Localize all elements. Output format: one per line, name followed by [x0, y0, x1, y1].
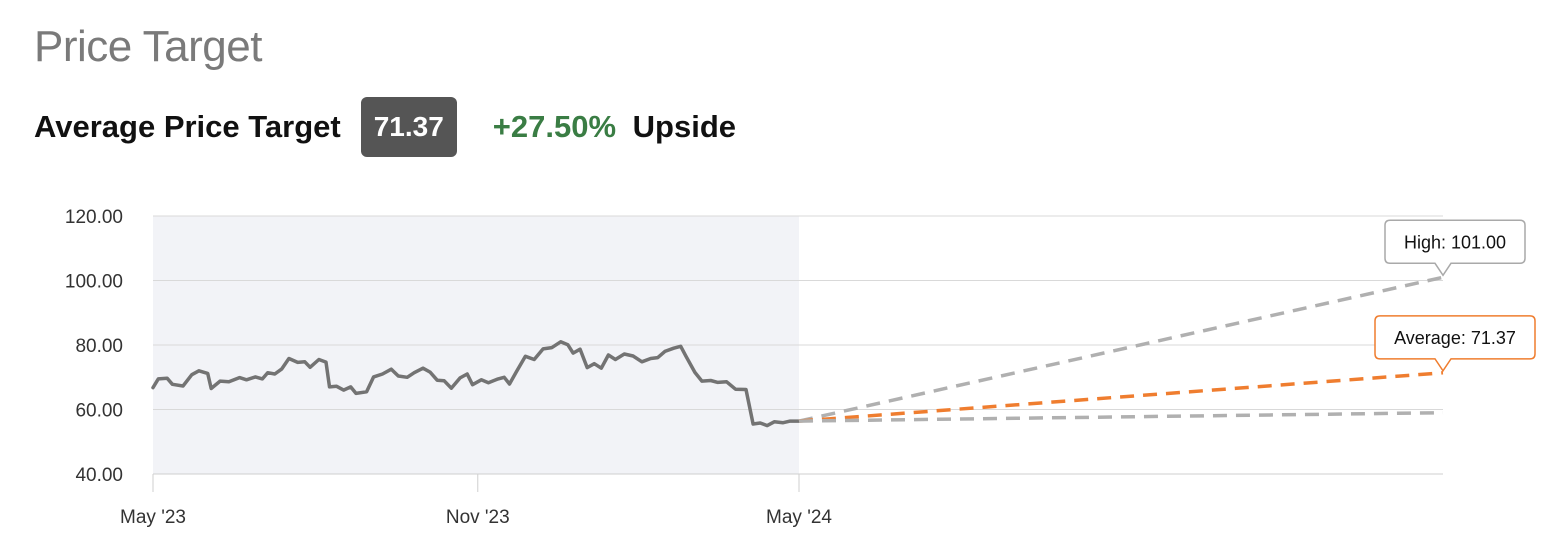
high-target-line	[798, 275, 1444, 423]
average-callout-box	[1374, 315, 1536, 373]
upside-percent: +27.50%	[492, 109, 617, 144]
average-price-target-label: Average Price Target	[34, 109, 341, 144]
y-tick-label: 60.00	[75, 401, 123, 422]
average-target-line	[798, 371, 1444, 423]
price-target-summary: Average Price Target 71.37 +27.50% Upsid…	[34, 96, 736, 158]
callouts-layer: High: 101.00 Average: 71.37	[1374, 219, 1536, 373]
gridlines: 120.00 100.00 80.00 60.00 40.00	[65, 207, 1443, 486]
x-tick-label: May '23	[120, 507, 186, 528]
high-callout: High: 101.00	[1384, 219, 1526, 277]
upside-indicator: +27.50% Upside	[493, 109, 736, 145]
x-tick-label: Nov '23	[446, 507, 510, 528]
high-callout-box	[1384, 219, 1526, 277]
x-tick-label: May '24	[766, 507, 832, 528]
y-tick-label: 40.00	[75, 465, 123, 486]
low-target-line	[798, 410, 1444, 423]
x-axis: May '23 Nov '23 May '24	[120, 473, 1443, 528]
series-layer	[151, 275, 1444, 428]
high-callout-label: High: 101.00	[1404, 232, 1506, 252]
upside-label: Upside	[632, 109, 737, 144]
page-title: Price Target	[34, 22, 262, 71]
y-tick-label: 80.00	[75, 336, 123, 357]
average-target-badge: 71.37	[360, 97, 457, 157]
y-tick-label: 100.00	[65, 272, 123, 293]
y-tick-label: 120.00	[65, 207, 123, 228]
average-callout-label: Average: 71.37	[1394, 328, 1516, 348]
average-callout: Average: 71.37	[1374, 315, 1536, 373]
price-history-line	[151, 340, 801, 428]
